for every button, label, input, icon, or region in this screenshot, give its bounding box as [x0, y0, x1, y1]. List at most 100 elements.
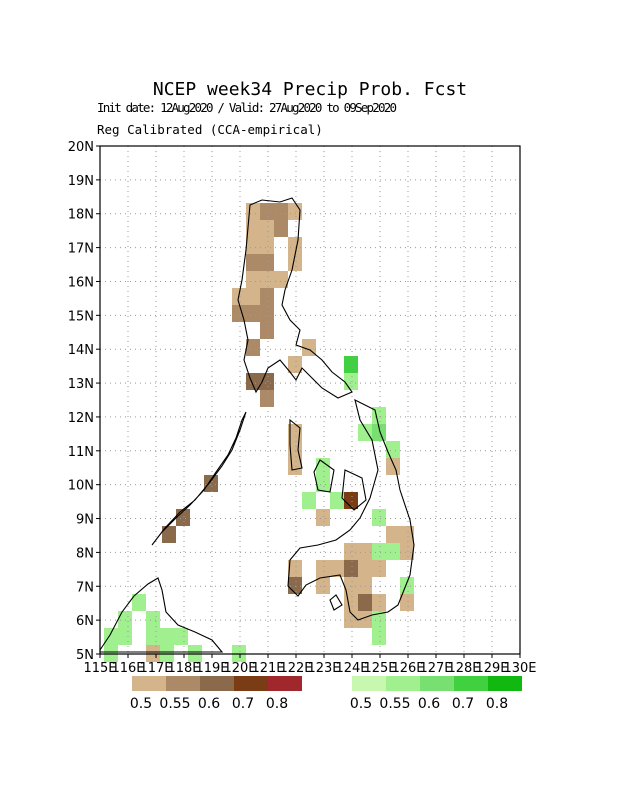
prob-cell — [246, 271, 260, 288]
coastline — [99, 197, 415, 653]
prob-cell — [400, 526, 414, 543]
prob-cell — [386, 441, 400, 458]
plot-frame — [99, 145, 521, 655]
prob-cell — [302, 492, 316, 509]
lon-tick-label: 127E — [419, 661, 452, 676]
lon-tick-label: 124E — [335, 661, 368, 676]
prob-cell — [288, 560, 302, 577]
prob-cell — [372, 509, 386, 526]
prob-cell — [246, 373, 260, 390]
legend-label: 0.6 — [418, 696, 440, 712]
prob-cell — [288, 424, 302, 441]
lon-tick-label: 129E — [475, 661, 508, 676]
prob-cell — [372, 543, 386, 560]
prob-cell — [400, 594, 414, 611]
prob-cell — [104, 628, 118, 645]
legend-swatch — [454, 676, 488, 691]
legend-label: 0.55 — [159, 696, 190, 712]
lat-tick-label: 19N — [68, 174, 94, 189]
lat-tick-label: 16N — [68, 275, 94, 290]
grid — [100, 146, 520, 654]
lat-tick-label: 18N — [68, 208, 94, 223]
lon-tick-label: 116E — [111, 661, 144, 676]
lat-tick-label: 7N — [76, 580, 94, 595]
prob-cell — [246, 254, 260, 271]
legend-label: 0.7 — [232, 696, 254, 712]
lat-tick-label: 15N — [68, 309, 94, 324]
prob-cell — [386, 526, 400, 543]
prob-cell — [344, 611, 358, 628]
lat-tick-label: 9N — [76, 513, 94, 528]
prob-cell — [330, 560, 344, 577]
prob-cell — [400, 543, 414, 560]
prob-cell — [288, 356, 302, 373]
lat-tick-label: 17N — [68, 242, 94, 257]
prob-cell — [316, 577, 330, 594]
legend-swatch — [268, 676, 302, 691]
prob-cell — [118, 611, 132, 628]
prob-cell — [386, 543, 400, 560]
prob-cell — [344, 356, 358, 373]
legend-swatch — [386, 676, 420, 691]
prob-cell — [260, 390, 274, 407]
prob-cell — [260, 220, 274, 237]
prob-cell — [316, 560, 330, 577]
lon-tick-label: 125E — [363, 661, 396, 676]
prob-cell — [160, 628, 174, 645]
lat-tick-label: 6N — [76, 614, 94, 629]
prob-cell — [288, 577, 302, 594]
prob-cell — [386, 458, 400, 475]
prob-cell — [344, 543, 358, 560]
prob-cell — [132, 594, 146, 611]
prob-cell — [372, 611, 386, 628]
prob-cell — [344, 560, 358, 577]
lon-tick-label: 126E — [391, 661, 424, 676]
lat-tick-label: 12N — [68, 411, 94, 426]
legend-swatch — [420, 676, 454, 691]
subtitle: Init date: 12Aug2020 / Valid: 27Aug2020 … — [97, 100, 397, 115]
prob-cell — [260, 305, 274, 322]
note: Reg Calibrated (CCA-empirical) — [97, 122, 323, 137]
prob-cell — [246, 220, 260, 237]
legend-swatch — [488, 676, 522, 691]
prob-cell — [358, 577, 372, 594]
prob-cell — [162, 526, 176, 543]
prob-cell — [274, 220, 288, 237]
prob-cell — [146, 611, 160, 628]
prob-cell — [246, 288, 260, 305]
legend-swatch — [166, 676, 200, 691]
lat-tick-label: 14N — [68, 343, 94, 358]
prob-cell — [204, 475, 218, 492]
legend-swatch — [234, 676, 268, 691]
prob-cell — [146, 628, 160, 645]
prob-cell — [260, 322, 274, 339]
prob-cell — [316, 509, 330, 526]
probability-cells — [104, 203, 414, 662]
prob-cell — [246, 237, 260, 254]
lon-tick-label: 121E — [251, 661, 284, 676]
legend-label: 0.55 — [379, 696, 410, 712]
lat-tick-label: 13N — [68, 377, 94, 392]
legend-swatch — [200, 676, 234, 691]
prob-cell — [260, 254, 274, 271]
prob-cell — [372, 628, 386, 645]
prob-cell — [358, 594, 372, 611]
legend-label: 0.6 — [198, 696, 220, 712]
lon-tick-label: 119E — [195, 661, 228, 676]
prob-cell — [260, 203, 274, 220]
prob-cell — [344, 594, 358, 611]
prob-cell — [274, 271, 288, 288]
axes: 20N 19N 18N 17N 16N 15N 14N 13N 12N 11N 10N 9N 8N 7N 6… — [68, 140, 537, 676]
prob-cell — [358, 560, 372, 577]
prob-cell — [344, 492, 358, 509]
prob-cell — [358, 424, 372, 441]
legend-label: 0.7 — [452, 696, 474, 712]
prob-cell — [174, 628, 188, 645]
prob-cell — [372, 560, 386, 577]
prob-cell — [246, 339, 260, 356]
lat-tick-label: 5N — [76, 648, 94, 663]
legend-label: 0.5 — [350, 696, 372, 712]
legend: 0.5 0.55 0.6 0.7 0.8 0.5 0.55 0.6 0.7 0.8 — [130, 676, 522, 712]
title: NCEP week34 Precip Prob. Fcst — [153, 79, 467, 100]
